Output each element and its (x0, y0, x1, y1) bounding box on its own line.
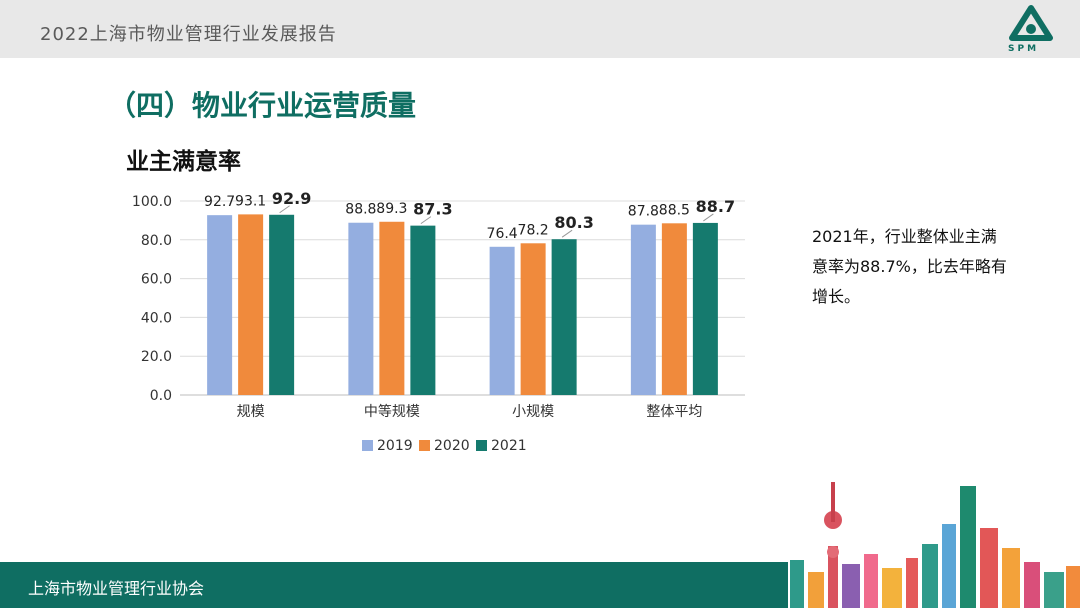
data-label: 92.7 (204, 194, 235, 210)
bar-2020 (661, 223, 687, 395)
city-skyline-illustration (790, 482, 1080, 608)
data-label: 76.4 (487, 226, 518, 242)
legend-label: 2020 (434, 438, 470, 454)
data-label: 80.3 (554, 213, 593, 232)
bar-2021 (269, 214, 295, 395)
y-tick-label: 20.0 (141, 349, 172, 365)
legend-swatch-2020 (419, 440, 430, 451)
data-label: 87.8 (628, 204, 659, 220)
bar-2019 (207, 215, 233, 395)
report-title: 2022上海市物业管理行业发展报告 (40, 24, 337, 45)
bar-2021 (692, 222, 718, 395)
bar-2020 (379, 221, 405, 395)
data-label: 88.7 (696, 197, 735, 216)
bar-chart: 0.0 20.0 40.0 60.0 80.0 100.0 规模 92.7 93.1 92.9 中等… (132, 189, 745, 454)
label-leader-line (420, 216, 432, 225)
x-tick-label: 整体平均 (646, 404, 702, 420)
bar-2019 (489, 246, 515, 395)
data-label: 89.3 (376, 201, 407, 217)
data-label: 88.5 (659, 202, 690, 218)
bar-2021 (410, 225, 436, 395)
legend-label: 2019 (377, 438, 413, 454)
bar-2020 (520, 243, 546, 395)
section-title: （四）物业行业运营质量 (108, 89, 417, 122)
label-leader-line (561, 229, 573, 238)
bar-2020 (238, 214, 264, 395)
data-label: 78.2 (518, 222, 549, 238)
label-leader-line (279, 205, 290, 214)
legend-swatch-2021 (476, 440, 487, 451)
data-label: 88.8 (345, 202, 376, 218)
x-tick-label: 中等规模 (364, 403, 420, 420)
data-label: 93.1 (235, 193, 266, 209)
side-note: 2021年，行业整体业主满意率为88.7%，比去年略有增长。 (812, 227, 1007, 306)
legend-swatch-2019 (362, 440, 373, 451)
y-tick-label: 40.0 (141, 310, 172, 326)
chart-title: 业主满意率 (126, 149, 241, 175)
footer-org: 上海市物业管理行业协会 (28, 579, 205, 598)
x-tick-label: 小规模 (512, 404, 554, 420)
bar-2019 (630, 224, 656, 395)
bar-2021 (551, 239, 577, 395)
logo-text: SPM (1008, 44, 1040, 54)
spm-logo-icon (1009, 5, 1053, 41)
data-label: 92.9 (272, 189, 311, 208)
x-tick-label: 规模 (237, 404, 265, 420)
bar-2019 (348, 222, 374, 395)
data-label: 87.3 (413, 200, 452, 219)
y-tick-label: 100.0 (132, 194, 172, 210)
footer-bar: 上海市物业管理行业协会 (0, 562, 788, 608)
y-tick-label: 80.0 (141, 233, 172, 249)
y-tick-label: 0.0 (150, 388, 172, 404)
header-bar: 2022上海市物业管理行业发展报告 (0, 0, 1080, 58)
y-tick-label: 60.0 (141, 272, 172, 288)
label-leader-line (703, 213, 714, 222)
legend-label: 2021 (491, 438, 527, 454)
